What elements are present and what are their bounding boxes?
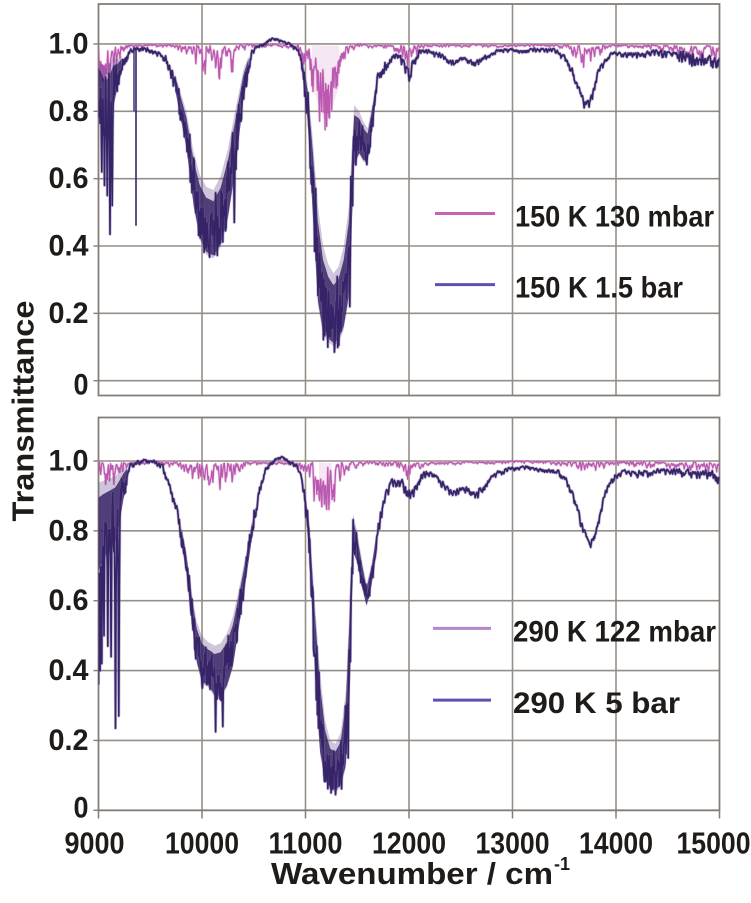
svg-text:0: 0 [74,369,89,402]
svg-text:0.2: 0.2 [49,724,89,757]
svg-text:0.8: 0.8 [49,514,89,547]
svg-text:10000: 10000 [165,826,239,861]
svg-text:0.4: 0.4 [49,230,89,263]
svg-text:12000: 12000 [372,826,446,861]
svg-text:0.4: 0.4 [49,654,89,687]
svg-text:-1: -1 [554,854,570,874]
svg-text:11000: 11000 [269,826,343,861]
svg-text:14000: 14000 [579,826,653,861]
svg-text:13000: 13000 [476,826,550,861]
svg-text:1.0: 1.0 [49,27,89,60]
svg-text:0.8: 0.8 [49,95,89,128]
svg-text:Wavenumber / cm: Wavenumber / cm [271,856,553,891]
svg-text:0: 0 [74,791,89,824]
svg-text:150 K 130 mbar: 150 K 130 mbar [515,201,714,234]
svg-text:1.0: 1.0 [49,445,89,478]
svg-text:290 K 5 bar: 290 K 5 bar [513,687,680,720]
svg-text:15000: 15000 [677,826,751,861]
svg-text:150 K 1.5 bar: 150 K 1.5 bar [515,272,683,305]
svg-text:0.6: 0.6 [49,584,89,617]
svg-text:9000: 9000 [65,826,125,861]
svg-text:290 K 122 mbar: 290 K 122 mbar [513,615,716,648]
svg-text:0.2: 0.2 [49,297,89,330]
svg-text:0.6: 0.6 [49,162,89,195]
svg-text:Transmittance: Transmittance [6,301,41,522]
